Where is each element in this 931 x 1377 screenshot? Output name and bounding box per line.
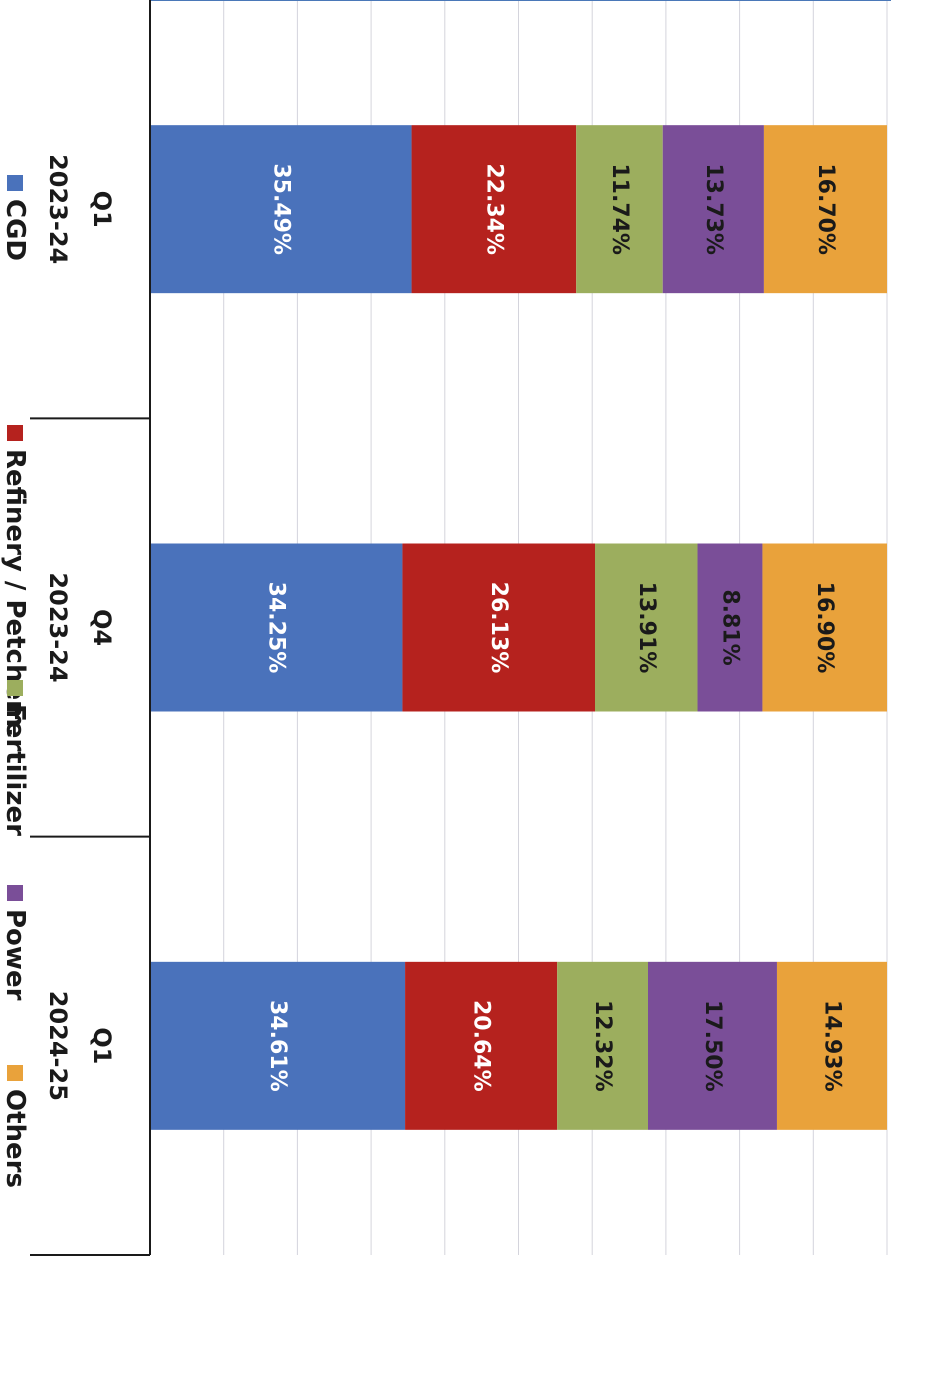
- bar-segment-power: [647, 961, 777, 1130]
- x-tick-label-quarter: Q1: [88, 191, 116, 228]
- bar-segment-cgd: [149, 543, 403, 712]
- data-label: 11.74%: [607, 163, 632, 255]
- legend-label: Power: [0, 909, 30, 1001]
- data-label: 16.90%: [812, 582, 837, 674]
- data-label: 26.13%: [486, 582, 511, 674]
- data-label: 16.70%: [813, 163, 838, 255]
- data-label: 12.32%: [590, 1000, 615, 1092]
- x-tick-label-year: 2023-24: [44, 154, 72, 264]
- bar-segment-cgd: [150, 125, 412, 294]
- bar-segment-power: [697, 543, 763, 712]
- x-tick-label-year: 2024-25: [44, 991, 72, 1101]
- bar-segment-refinery-petchem: [411, 125, 577, 294]
- data-label: 13.91%: [634, 582, 659, 674]
- data-label: 22.34%: [481, 163, 506, 255]
- bar-segment-refinery-petchem: [405, 961, 558, 1130]
- bar-segment-cgd: [150, 961, 406, 1130]
- bar-segment-refinery-petchem: [402, 543, 596, 712]
- x-tick-label-quarter: Q4: [88, 609, 116, 646]
- bar-segment-others: [776, 961, 887, 1130]
- data-label: 34.61%: [265, 1000, 290, 1092]
- x-tick-label-quarter: Q1: [88, 1027, 116, 1064]
- legend-swatch: [7, 425, 23, 441]
- data-label: 14.93%: [819, 1000, 844, 1092]
- legend-swatch: [7, 680, 23, 696]
- data-label: 17.50%: [700, 1000, 725, 1092]
- legend-swatch: [7, 885, 23, 901]
- legend-swatch: [7, 1065, 23, 1081]
- bar-segment-fertilizer: [576, 125, 663, 294]
- data-label: 34.25%: [264, 582, 289, 674]
- bar-segment-fertilizer: [557, 961, 648, 1130]
- bar-segment-others: [762, 543, 887, 712]
- data-label: 20.64%: [469, 1000, 494, 1092]
- bar-segment-fertilizer: [595, 543, 698, 712]
- data-label: 8.81%: [717, 589, 742, 665]
- data-label: 35.49%: [268, 163, 293, 255]
- x-tick-label-year: 2023-24: [44, 572, 72, 682]
- bar-segment-others: [763, 125, 887, 294]
- legend-label: Fertilizer: [0, 704, 30, 836]
- legend-label: CGD: [0, 199, 30, 261]
- legend-swatch: [7, 175, 23, 191]
- bar-segment-power: [662, 125, 764, 294]
- legend-label: Others: [0, 1089, 30, 1188]
- data-label: 13.73%: [701, 163, 726, 255]
